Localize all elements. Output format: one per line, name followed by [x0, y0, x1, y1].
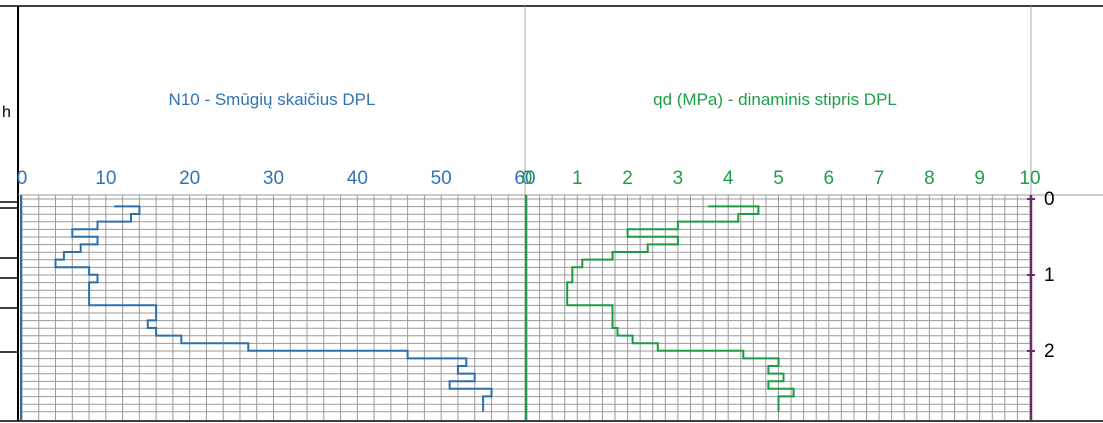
x-tick-label: 0 [17, 168, 28, 189]
x-tick-label: 10 [1019, 168, 1040, 189]
x-tick-label: 8 [924, 168, 935, 189]
x-tick-label: 50 [431, 168, 452, 189]
data-series-line-0 [54, 205, 493, 412]
depth-tick-label: 1 [1044, 265, 1055, 286]
x-tick-label: 1 [572, 168, 583, 189]
depth-tick-label: 0 [1044, 189, 1055, 210]
x-tick-label: 2 [622, 168, 633, 189]
x-tick-label: 20 [179, 168, 200, 189]
x-tick-label: 4 [723, 168, 734, 189]
x-tick-label: 3 [673, 168, 684, 189]
x-tick-label: 10 [95, 168, 116, 189]
x-tick-label: 40 [347, 168, 368, 189]
x-tick-label: 9 [974, 168, 985, 189]
x-tick-label: 6 [824, 168, 835, 189]
x-tick-label: 7 [874, 168, 885, 189]
x-tick-label: 30 [263, 168, 284, 189]
n10-chart-title: N10 - Smūgių skaičius DPL [168, 90, 376, 109]
qd-chart-title: qd (MPa) - dinaminis stipris DPL [653, 90, 897, 109]
depth-tick-label: 2 [1044, 341, 1055, 362]
x-tick-label: 5 [773, 168, 784, 189]
x-tick-label: 60 [514, 168, 535, 189]
x-tick-label: 0 [522, 168, 533, 189]
left-fragment-label: h [2, 104, 11, 121]
data-series-line-1 [566, 205, 795, 412]
